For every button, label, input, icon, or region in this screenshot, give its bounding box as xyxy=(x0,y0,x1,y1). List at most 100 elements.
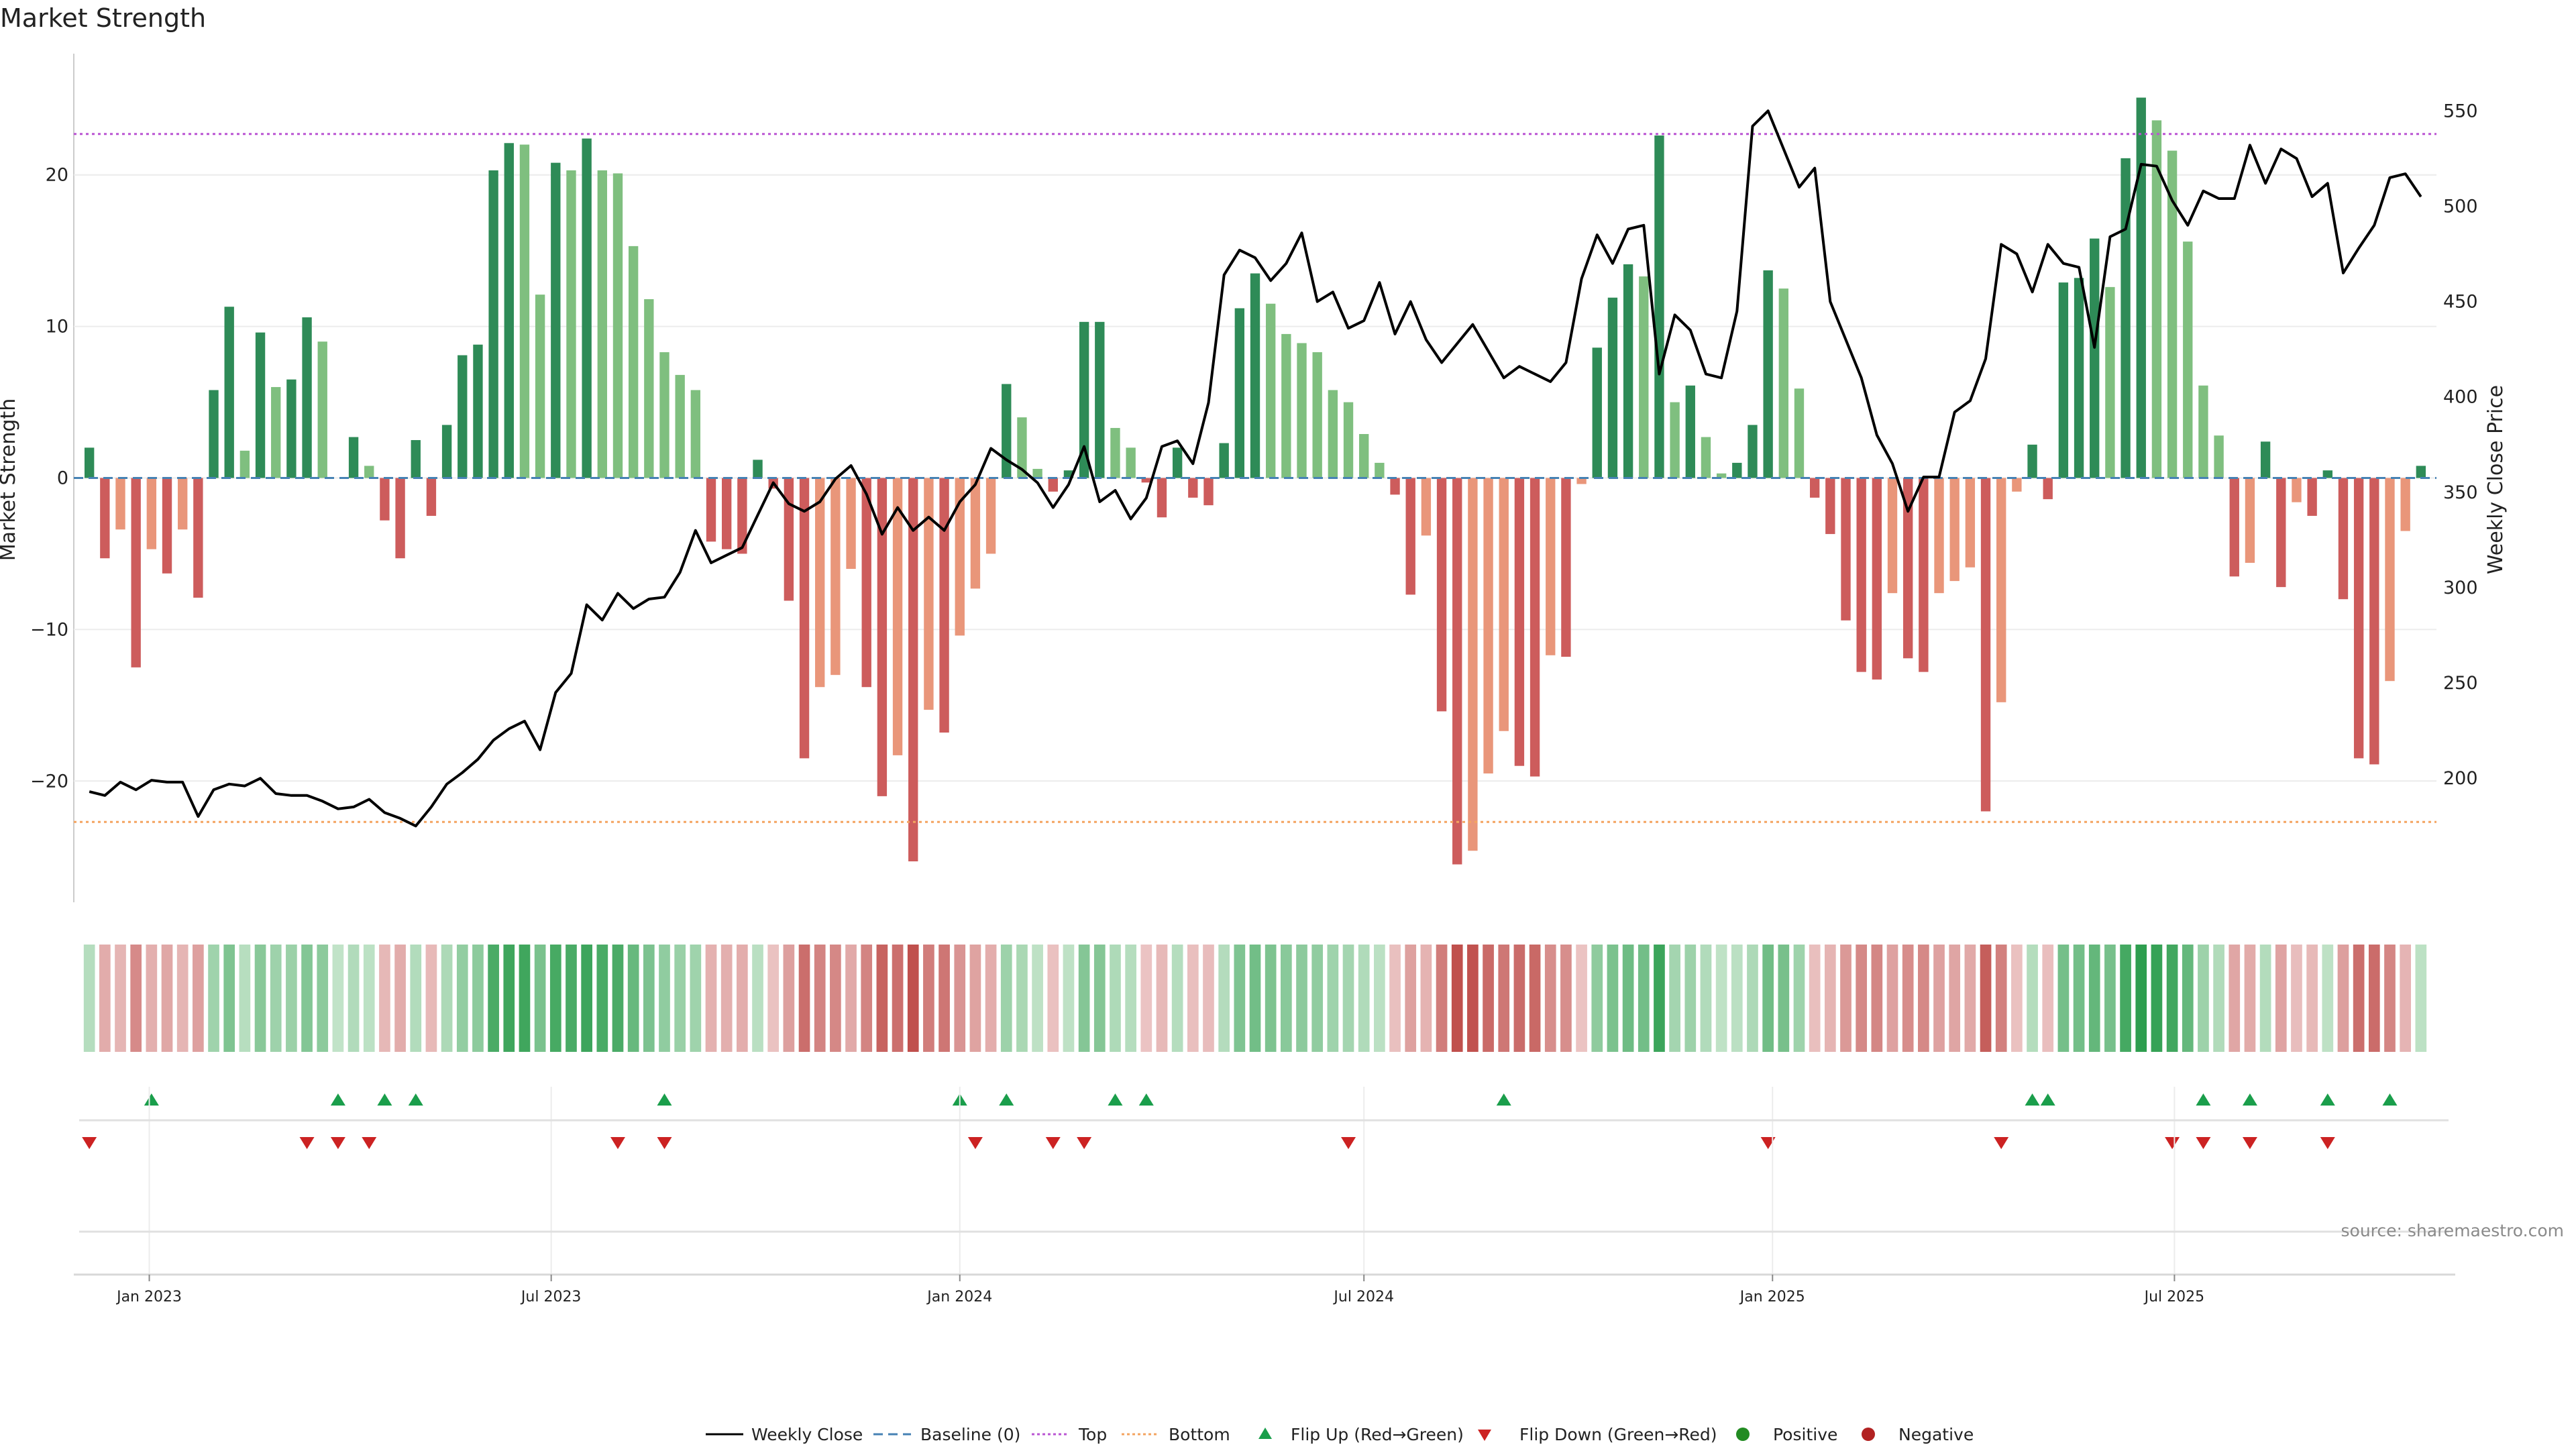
heatmap-cell xyxy=(1638,945,1650,1052)
strength-bar xyxy=(364,466,374,478)
heatmap-cell xyxy=(2073,945,2085,1052)
heatmap-cell xyxy=(1731,945,1743,1052)
strength-bar xyxy=(753,460,763,478)
heatmap-cell xyxy=(1281,945,1292,1052)
heatmap-cell xyxy=(2291,945,2302,1052)
heatmap-cell xyxy=(317,945,329,1052)
chart-title: Market Strength xyxy=(0,3,206,33)
lower-panel xyxy=(74,1087,2455,1276)
heatmap-cell xyxy=(1622,945,1634,1052)
flip-up-marker xyxy=(2382,1093,2398,1106)
strength-bar xyxy=(799,478,810,759)
legend-flip-down-label: Flip Down (Green→Red) xyxy=(1519,1425,1717,1444)
flip-down-marker xyxy=(2320,1137,2335,1149)
heatmap-cell xyxy=(2057,945,2070,1052)
heatmap-cell xyxy=(2104,945,2116,1052)
heatmap-cell xyxy=(938,945,950,1052)
heatmap-cell xyxy=(2166,945,2178,1052)
heatmap-cell xyxy=(2135,945,2147,1052)
heatmap-cell xyxy=(2384,945,2396,1052)
strength-bar xyxy=(1390,478,1400,495)
flip-up-marker xyxy=(2025,1093,2040,1106)
flip-down-marker xyxy=(1760,1137,1776,1149)
heatmap-cell xyxy=(301,945,313,1052)
heatmap-cell xyxy=(659,945,670,1052)
heatmap-cell xyxy=(1032,945,1043,1052)
strength-bar xyxy=(597,170,607,478)
right-tick-label: 450 xyxy=(2443,292,2478,313)
heatmap-cell xyxy=(674,945,686,1052)
strength-bar xyxy=(1841,478,1851,621)
strength-bar xyxy=(722,478,732,549)
strength-bar xyxy=(892,478,903,755)
heatmap-cell xyxy=(1669,945,1680,1052)
heatmap-cell xyxy=(627,945,639,1052)
heatmap-cell xyxy=(1949,945,1961,1052)
strength-bar xyxy=(1297,343,1307,478)
heatmap-cell xyxy=(1374,945,1385,1052)
heatmap-cell xyxy=(2244,945,2256,1052)
heatmap-cell xyxy=(2306,945,2318,1052)
heatmap-cell xyxy=(2415,945,2427,1052)
heatmap-cell xyxy=(115,945,126,1052)
heatmap-cell xyxy=(425,945,437,1052)
heatmap-cell xyxy=(83,945,95,1052)
left-tick-label: 20 xyxy=(46,165,68,186)
heatmap-cell xyxy=(969,945,981,1052)
heatmap-cell xyxy=(503,945,515,1052)
heatmap-cell xyxy=(363,945,375,1052)
strength-bar xyxy=(924,478,934,710)
flip-down-marker xyxy=(299,1137,315,1149)
heatmap-cell xyxy=(861,945,873,1052)
left-tick-label: 10 xyxy=(46,317,68,337)
heatmap-cell xyxy=(1140,945,1152,1052)
heatmap-cell xyxy=(488,945,499,1052)
strength-bar xyxy=(441,425,452,478)
strength-bar xyxy=(1157,478,1167,518)
heatmap-cell xyxy=(1918,945,1929,1052)
strength-bar xyxy=(659,352,669,478)
strength-bar xyxy=(1017,417,1027,478)
heatmap-cell xyxy=(985,945,997,1052)
flip-up-marker xyxy=(999,1093,1014,1106)
strength-bar xyxy=(239,450,250,478)
heatmap-cell xyxy=(2400,945,2411,1052)
strength-bar xyxy=(1529,478,1540,777)
strength-bar xyxy=(1872,478,1882,680)
heatmap-cell xyxy=(332,945,344,1052)
strength-bar xyxy=(877,478,888,796)
strength-bar xyxy=(1716,473,1727,478)
flip-up-marker xyxy=(408,1093,423,1106)
right-tick-label: 500 xyxy=(2443,196,2478,217)
right-tick-label: 400 xyxy=(2443,387,2478,408)
heatmap-cell xyxy=(2042,945,2054,1052)
heatmap-cell xyxy=(2151,945,2163,1052)
legend-positive-marker xyxy=(1736,1428,1750,1441)
strength-bar xyxy=(675,374,685,478)
strength-bar xyxy=(690,390,701,478)
strength-bar xyxy=(985,478,996,554)
heatmap-cell xyxy=(1747,945,1758,1052)
source-note: source: sharemaestro.com xyxy=(2341,1221,2565,1240)
heatmap-cell xyxy=(1793,945,1805,1052)
heatmap-cell xyxy=(99,945,111,1052)
heatmap-cell xyxy=(1886,945,1898,1052)
strength-bar xyxy=(1281,333,1291,478)
strength-bar xyxy=(706,478,716,542)
heatmap-cell xyxy=(519,945,531,1052)
heatmap-cell xyxy=(1187,945,1199,1052)
strength-bar xyxy=(458,355,468,478)
strength-bar xyxy=(100,478,110,559)
flip-up-marker xyxy=(657,1093,672,1106)
heatmap-cell xyxy=(1156,945,1168,1052)
strength-bar xyxy=(255,332,266,478)
strength-bar xyxy=(830,478,841,676)
heatmap-cell xyxy=(1483,945,1494,1052)
weekly-close-polyline xyxy=(89,109,2422,828)
heatmap-cell xyxy=(1995,945,2007,1052)
strength-bar xyxy=(2151,120,2162,478)
strength-bar xyxy=(612,173,623,478)
strength-bar xyxy=(1903,478,1913,659)
heatmap-cell xyxy=(1576,945,1587,1052)
strength-bar xyxy=(2167,150,2178,478)
